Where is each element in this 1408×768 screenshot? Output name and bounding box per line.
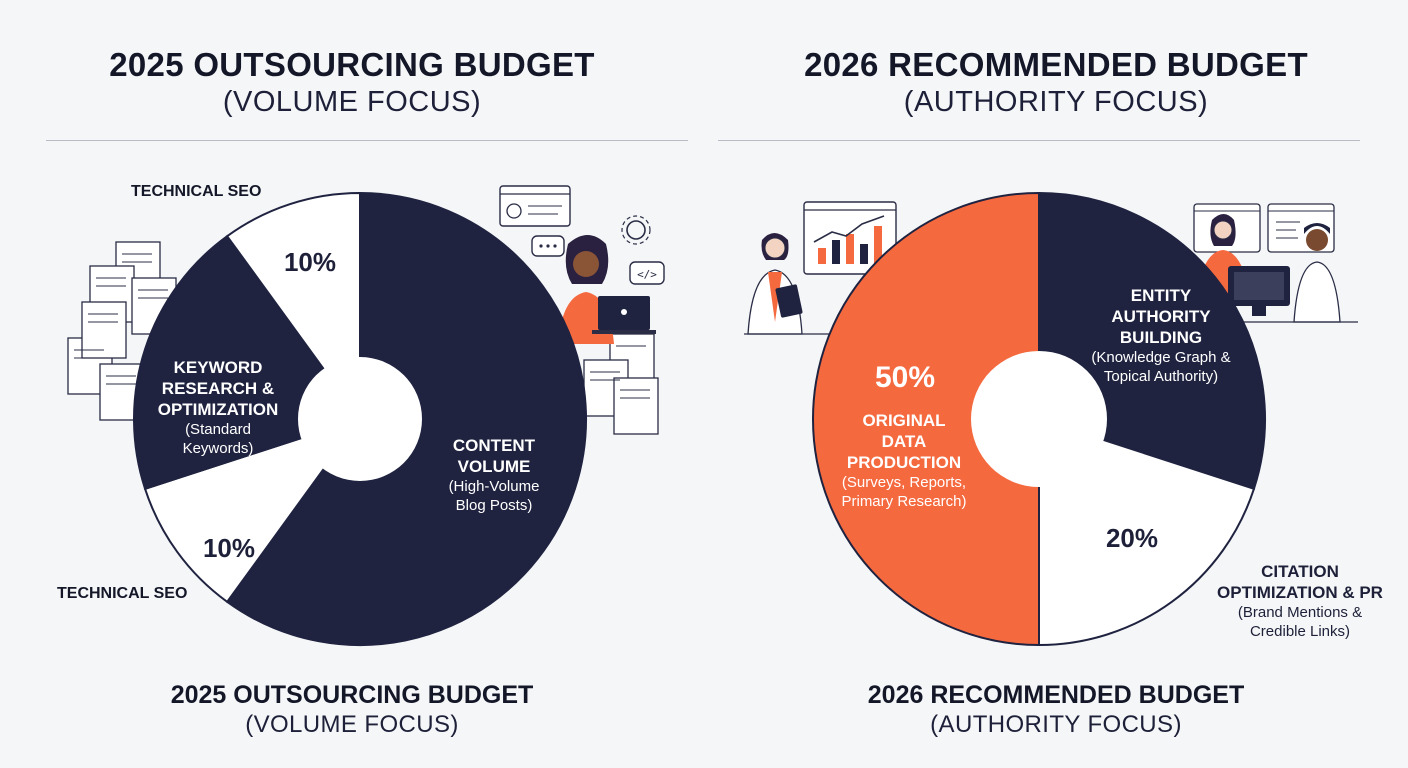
chat-bubble-icon (531, 235, 565, 257)
footer-subtitle-2025: (VOLUME FOCUS) (245, 711, 459, 738)
document-stack-icon (583, 333, 659, 435)
label-citation-optimization: CITATION OPTIMIZATION & PR (Brand Mentio… (1216, 561, 1384, 641)
keyword-detail-line2: Keywords) (182, 440, 254, 457)
svg-text:</>: </> (637, 268, 657, 281)
entity-label-line3: BUILDING (1119, 328, 1203, 347)
content-detail-line2: Blog Posts) (455, 497, 533, 514)
footer-title-2026: 2026 RECOMMENDED BUDGET (867, 681, 1245, 709)
pct-technical-seo-bottom: 10% (202, 533, 256, 563)
pie-slice-1 (143, 417, 363, 604)
content-label-line1: CONTENT (452, 436, 536, 455)
pie-slice-2 (812, 191, 1040, 647)
panel-2026: 2026 RECOMMENDED BUDGET (AUTHORITY FOCUS… (704, 0, 1408, 768)
chart-subtitle-2026: (AUTHORITY FOCUS) (903, 86, 1209, 118)
title-divider-2026 (718, 140, 1360, 141)
pie-slice-3 (225, 191, 361, 423)
pct-citation: 20% (1105, 523, 1159, 553)
panel-2025: 2025 OUTSOURCING BUDGET (VOLUME FOCUS) (46, 46, 688, 738)
pct-technical-seo-top: 10% (283, 247, 337, 277)
citation-detail-line2: Credible Links) (1249, 623, 1351, 640)
label-content-volume: CONTENT VOLUME (High-Volume Blog Posts) (429, 435, 559, 515)
orig-detail-line1: (Surveys, Reports, (841, 474, 967, 491)
footer-title-2025: 2025 OUTSOURCING BUDGET (170, 681, 534, 709)
keyword-label-line3: OPTIMIZATION (157, 400, 279, 419)
orig-label-line2: DATA (881, 432, 927, 451)
profile-window-icon (499, 185, 571, 227)
citation-label-line1: CITATION (1261, 562, 1339, 581)
orig-detail-line2: Primary Research) (841, 493, 967, 510)
orig-label-line3: PRODUCTION (846, 453, 962, 472)
entity-label-line2: AUTHORITY (1111, 307, 1211, 326)
orig-label-line1: ORIGINAL (862, 411, 946, 430)
entity-label-line1: ENTITY (1130, 286, 1192, 305)
label-entity-authority: ENTITY AUTHORITY BUILDING (Knowledge Gra… (1078, 285, 1244, 386)
entity-detail-line1: (Knowledge Graph & (1091, 349, 1231, 366)
pie-chart-2026 (812, 191, 1266, 647)
entity-detail-line2: Topical Authority) (1103, 368, 1219, 385)
pie-slice-1 (1038, 417, 1256, 647)
chart-title-2025: 2025 OUTSOURCING BUDGET (109, 46, 595, 83)
keyword-label-line1: KEYWORD (173, 358, 263, 377)
chart-title-2026: 2026 RECOMMENDED BUDGET (804, 46, 1308, 83)
content-label-line2: VOLUME (457, 457, 531, 476)
pie-chart-2025 (133, 191, 587, 646)
pct-original-data: 50% (874, 361, 936, 394)
content-detail-line1: (High-Volume (448, 478, 540, 495)
label-keyword-research: KEYWORD RESEARCH & OPTIMIZATION (Standar… (145, 357, 291, 458)
chart-subtitle-2025: (VOLUME FOCUS) (222, 86, 482, 118)
donut-hole (298, 357, 422, 481)
keyword-detail-line1: (Standard (185, 421, 251, 438)
citation-detail-line1: (Brand Mentions & (1237, 604, 1363, 621)
gear-icon (621, 215, 651, 245)
citation-label-line2: OPTIMIZATION & PR (1217, 583, 1383, 602)
code-bubble-icon: </> (629, 261, 665, 285)
donut-hole (971, 351, 1107, 487)
title-divider-2025 (46, 140, 688, 141)
label-technical-seo-bottom: TECHNICAL SEO (57, 585, 188, 602)
support-agent-illustration: </> (499, 185, 665, 344)
label-technical-seo-top: TECHNICAL SEO (131, 183, 262, 200)
footer-subtitle-2026: (AUTHORITY FOCUS) (930, 711, 1182, 738)
keyword-label-line2: RESEARCH & (161, 379, 275, 398)
analyst-with-chart-illustration (744, 201, 897, 335)
label-original-data: ORIGINAL DATA PRODUCTION (Surveys, Repor… (828, 410, 980, 511)
